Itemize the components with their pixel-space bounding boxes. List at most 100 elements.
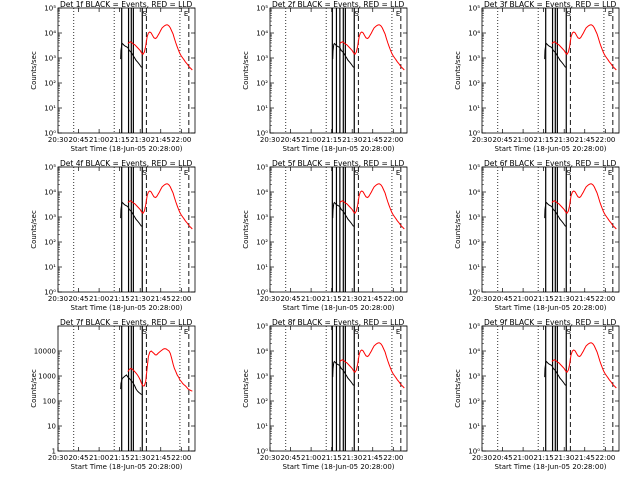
x-tick-label: 20:30 xyxy=(472,454,492,462)
x-tick-label: 21:30 xyxy=(130,295,150,303)
series-lld xyxy=(339,342,405,389)
x-tick-label: 21:00 xyxy=(513,295,533,303)
series-lld xyxy=(127,24,193,71)
x-tick-label: 21:45 xyxy=(363,295,383,303)
start-marker-label: S xyxy=(354,169,359,177)
x-tick-label: 21:00 xyxy=(89,136,109,144)
plot-frame xyxy=(481,166,620,293)
panel-2: Det 2f BLACK = Events, RED = LLD 10⁰ 10¹ 10… xyxy=(242,0,408,153)
y-tick-label: 10¹ xyxy=(468,105,480,113)
series-lld xyxy=(551,342,617,389)
y-axis-label: Counts/sec xyxy=(242,210,250,249)
y-axis-label: Counts/sec xyxy=(242,369,250,408)
x-tick-label: 21:45 xyxy=(151,136,171,144)
y-tick-label: 10³ xyxy=(468,55,480,63)
plot-area xyxy=(285,8,405,133)
end-marker-label: E xyxy=(608,328,612,336)
y-tick-label: 10⁵ xyxy=(468,164,480,172)
x-tick-label: 21:45 xyxy=(363,136,383,144)
y-tick-label: 10¹ xyxy=(468,423,480,431)
x-tick-label: 22:00 xyxy=(383,295,403,303)
y-axis-label: Counts/sec xyxy=(30,210,38,249)
plot-frame xyxy=(269,7,408,134)
x-tick-label: 21:30 xyxy=(554,295,574,303)
series-events xyxy=(120,201,143,227)
x-tick-label: 20:30 xyxy=(260,136,280,144)
x-tick-label: 21:15 xyxy=(110,136,130,144)
x-tick-label: 21:15 xyxy=(110,295,130,303)
y-tick-label: 10² xyxy=(256,80,268,88)
x-tick-label: 22:00 xyxy=(171,136,191,144)
x-tick-label: 21:15 xyxy=(322,454,342,462)
x-tick-label: 21:15 xyxy=(534,136,554,144)
series-lld xyxy=(551,24,617,71)
panel-title: Det 8f BLACK = Events, RED = LLD xyxy=(272,318,405,327)
y-axis-label: Counts/sec xyxy=(454,369,462,408)
y-tick-label: 10² xyxy=(256,239,268,247)
x-tick-label: 20:45 xyxy=(280,136,300,144)
y-tick-label: 10¹ xyxy=(256,105,268,113)
x-axis-label: Start Time (18-Jun-05 20:28:00) xyxy=(71,304,183,312)
y-tick-label: 10⁰ xyxy=(468,289,480,297)
x-tick-label: 22:00 xyxy=(171,454,191,462)
plot-frame xyxy=(57,325,196,452)
y-tick-label: 10⁴ xyxy=(256,30,268,38)
panel-5: Det 5f BLACK = Events, RED = LLD 10⁰ 10¹ 10… xyxy=(242,159,408,312)
x-tick-label: 21:45 xyxy=(151,295,171,303)
x-tick-label: 21:15 xyxy=(322,136,342,144)
start-marker-label: S xyxy=(354,328,359,336)
panel-title: Det 1f BLACK = Events, RED = LLD xyxy=(60,0,193,9)
y-tick-label: 10² xyxy=(468,239,480,247)
y-tick-label: 10⁵ xyxy=(256,164,268,172)
x-tick-label: 20:45 xyxy=(492,295,512,303)
y-tick-label: 10⁰ xyxy=(44,289,56,297)
y-tick-label: 10⁴ xyxy=(44,189,56,197)
end-marker-label: E xyxy=(608,10,612,18)
panel-title: Det 7f BLACK = Events, RED = LLD xyxy=(60,318,193,327)
x-axis-label: Start Time (18-Jun-05 20:28:00) xyxy=(71,145,183,153)
x-tick-label: 21:00 xyxy=(89,454,109,462)
y-axis-label: Counts/sec xyxy=(454,51,462,90)
y-axis-label: Counts/sec xyxy=(454,210,462,249)
x-tick-label: 20:30 xyxy=(472,295,492,303)
y-tick-label: 10¹ xyxy=(44,105,56,113)
y-tick-label: 10² xyxy=(256,398,268,406)
x-tick-label: 21:00 xyxy=(513,454,533,462)
y-tick-label: 10³ xyxy=(468,214,480,222)
y-tick-label: 10⁴ xyxy=(256,348,268,356)
x-tick-label: 22:00 xyxy=(595,454,615,462)
x-axis-label: Start Time (18-Jun-05 20:28:00) xyxy=(495,304,607,312)
plot-frame xyxy=(57,7,196,134)
y-tick-label: 10⁰ xyxy=(468,130,480,138)
y-axis-label: Counts/sec xyxy=(30,51,38,90)
x-tick-label: 20:30 xyxy=(260,295,280,303)
start-marker-label: S xyxy=(142,10,147,18)
x-tick-label: 21:15 xyxy=(322,295,342,303)
plot-area xyxy=(73,167,193,292)
x-tick-label: 21:45 xyxy=(575,295,595,303)
y-tick-label: 10⁴ xyxy=(468,30,480,38)
end-marker-label: E xyxy=(184,10,188,18)
start-marker-label: S xyxy=(142,169,147,177)
end-marker-label: E xyxy=(396,169,400,177)
x-tick-label: 21:30 xyxy=(554,454,574,462)
x-tick-label: 21:15 xyxy=(110,454,130,462)
panel-6: Det 6f BLACK = Events, RED = LLD 10⁰ 10¹ 10… xyxy=(454,159,620,312)
plot-area xyxy=(285,326,405,451)
x-tick-label: 20:45 xyxy=(280,454,300,462)
x-tick-label: 21:45 xyxy=(575,136,595,144)
x-tick-label: 21:15 xyxy=(534,295,554,303)
y-tick-label: 1000 xyxy=(38,373,56,381)
plot-area xyxy=(73,326,193,451)
y-axis-label: Counts/sec xyxy=(30,369,38,408)
series-events xyxy=(332,360,355,386)
x-tick-label: 21:30 xyxy=(130,454,150,462)
y-tick-label: 10⁵ xyxy=(256,323,268,331)
x-tick-label: 21:00 xyxy=(513,136,533,144)
y-axis-label: Counts/sec xyxy=(242,51,250,90)
start-marker-label: S xyxy=(354,10,359,18)
x-axis-label: Start Time (18-Jun-05 20:28:00) xyxy=(283,145,395,153)
y-tick-label: 10⁵ xyxy=(44,5,56,13)
panel-title: Det 9f BLACK = Events, RED = LLD xyxy=(484,318,617,327)
y-tick-label: 10 xyxy=(47,423,56,431)
